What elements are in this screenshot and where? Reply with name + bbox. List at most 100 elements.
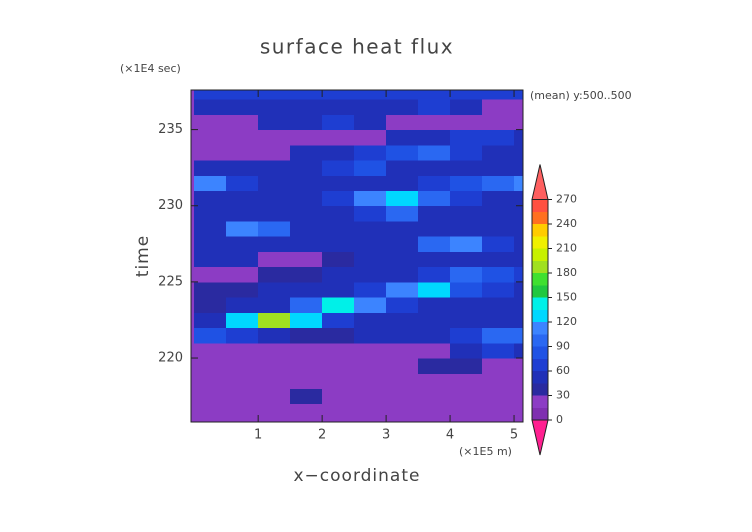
- cell: [226, 342, 259, 359]
- cell: [418, 190, 451, 207]
- cell: [514, 205, 523, 222]
- cell: [450, 190, 483, 207]
- cell: [354, 114, 387, 131]
- cell: [386, 358, 419, 374]
- cell: [194, 358, 227, 374]
- cell: [450, 144, 483, 161]
- cell: [386, 327, 419, 344]
- field: [191, 90, 523, 422]
- cell: [354, 312, 387, 329]
- colorbar-tick-label: 60: [556, 364, 570, 377]
- cell: [482, 342, 515, 359]
- cell: [482, 114, 515, 131]
- colorbar-band: [532, 199, 548, 212]
- y-axis-label: time: [133, 235, 153, 277]
- colorbar-tick-label: 90: [556, 340, 570, 353]
- cell: [322, 205, 355, 222]
- cell: [450, 220, 483, 237]
- cell: [322, 327, 355, 344]
- cell: [482, 144, 515, 161]
- cell: [418, 114, 451, 131]
- cell: [226, 388, 259, 405]
- cell: [226, 205, 259, 222]
- cell: [354, 205, 387, 222]
- cell: [386, 114, 419, 131]
- cell: [258, 175, 291, 192]
- cell: [322, 312, 355, 329]
- colorbar-band: [532, 224, 548, 237]
- cell: [386, 297, 419, 313]
- cell: [418, 403, 451, 420]
- cell: [354, 99, 387, 115]
- cell: [290, 160, 323, 176]
- cell: [418, 90, 451, 100]
- cell: [290, 373, 323, 389]
- cell: [386, 312, 419, 329]
- cell: [386, 266, 419, 283]
- cell: [258, 266, 291, 283]
- colorbar-band: [532, 285, 548, 298]
- axes: 1 2 3 4 5 220 225 230 235: [158, 89, 524, 443]
- cell: [482, 281, 515, 298]
- cell: [418, 327, 451, 344]
- cell: [194, 220, 227, 237]
- cell: [354, 297, 387, 313]
- cell: [322, 160, 355, 176]
- cell: [354, 220, 387, 237]
- cell: [386, 190, 419, 207]
- colorbar-tick-label: 180: [556, 266, 577, 279]
- cell: [226, 190, 259, 207]
- cell: [418, 99, 451, 115]
- cell: [354, 388, 387, 405]
- colorbar-under: [531, 419, 549, 456]
- cell: [482, 129, 515, 146]
- cell: [290, 388, 323, 405]
- cell: [226, 266, 259, 283]
- cell: [482, 297, 515, 313]
- cell: [450, 358, 483, 374]
- cell: [258, 327, 291, 344]
- cell: [514, 144, 523, 161]
- cell: [450, 205, 483, 222]
- cell: [386, 373, 419, 389]
- cell: [482, 190, 515, 207]
- cell: [258, 373, 291, 389]
- cell: [418, 312, 451, 329]
- colorbar-tick-label: 210: [556, 242, 577, 255]
- colorbar-band: [532, 334, 548, 347]
- y-tick-label: 220: [158, 351, 183, 366]
- cell: [226, 160, 259, 176]
- cell: [354, 342, 387, 359]
- cell: [386, 403, 419, 420]
- cell: [450, 99, 483, 115]
- cell: [418, 281, 451, 298]
- cell: [418, 388, 451, 405]
- cell: [514, 220, 523, 237]
- cell: [450, 129, 483, 146]
- cell: [354, 251, 387, 268]
- cell: [354, 281, 387, 298]
- y-tick-label: 225: [158, 274, 183, 289]
- cell: [226, 403, 259, 420]
- cell: [226, 236, 259, 252]
- cell: [322, 266, 355, 283]
- cell: [386, 220, 419, 237]
- x-tick-label: 4: [446, 428, 454, 443]
- cell: [482, 327, 515, 344]
- cell: [226, 144, 259, 161]
- cell: [194, 205, 227, 222]
- cell: [290, 236, 323, 252]
- cell: [226, 297, 259, 313]
- cell: [194, 129, 227, 146]
- cell: [258, 403, 291, 420]
- cell: [386, 175, 419, 192]
- cell: [354, 373, 387, 389]
- cell: [226, 220, 259, 237]
- cell: [258, 99, 291, 115]
- cell: [450, 114, 483, 131]
- cell: [514, 190, 523, 207]
- cell: [290, 403, 323, 420]
- cell: [418, 175, 451, 192]
- chart-title: surface heat flux: [260, 35, 454, 59]
- cell: [514, 175, 523, 192]
